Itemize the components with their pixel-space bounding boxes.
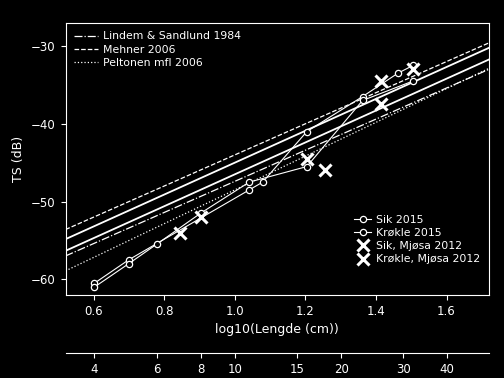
Y-axis label: TS (dB): TS (dB): [13, 136, 26, 182]
X-axis label: log10(Lengde (cm)): log10(Lengde (cm)): [215, 323, 339, 336]
Legend: Sik 2015, Krøkle 2015, Sik, Mjøsa 2012, Krøkle, Mjøsa 2012: Sik 2015, Krøkle 2015, Sik, Mjøsa 2012, …: [351, 211, 483, 268]
